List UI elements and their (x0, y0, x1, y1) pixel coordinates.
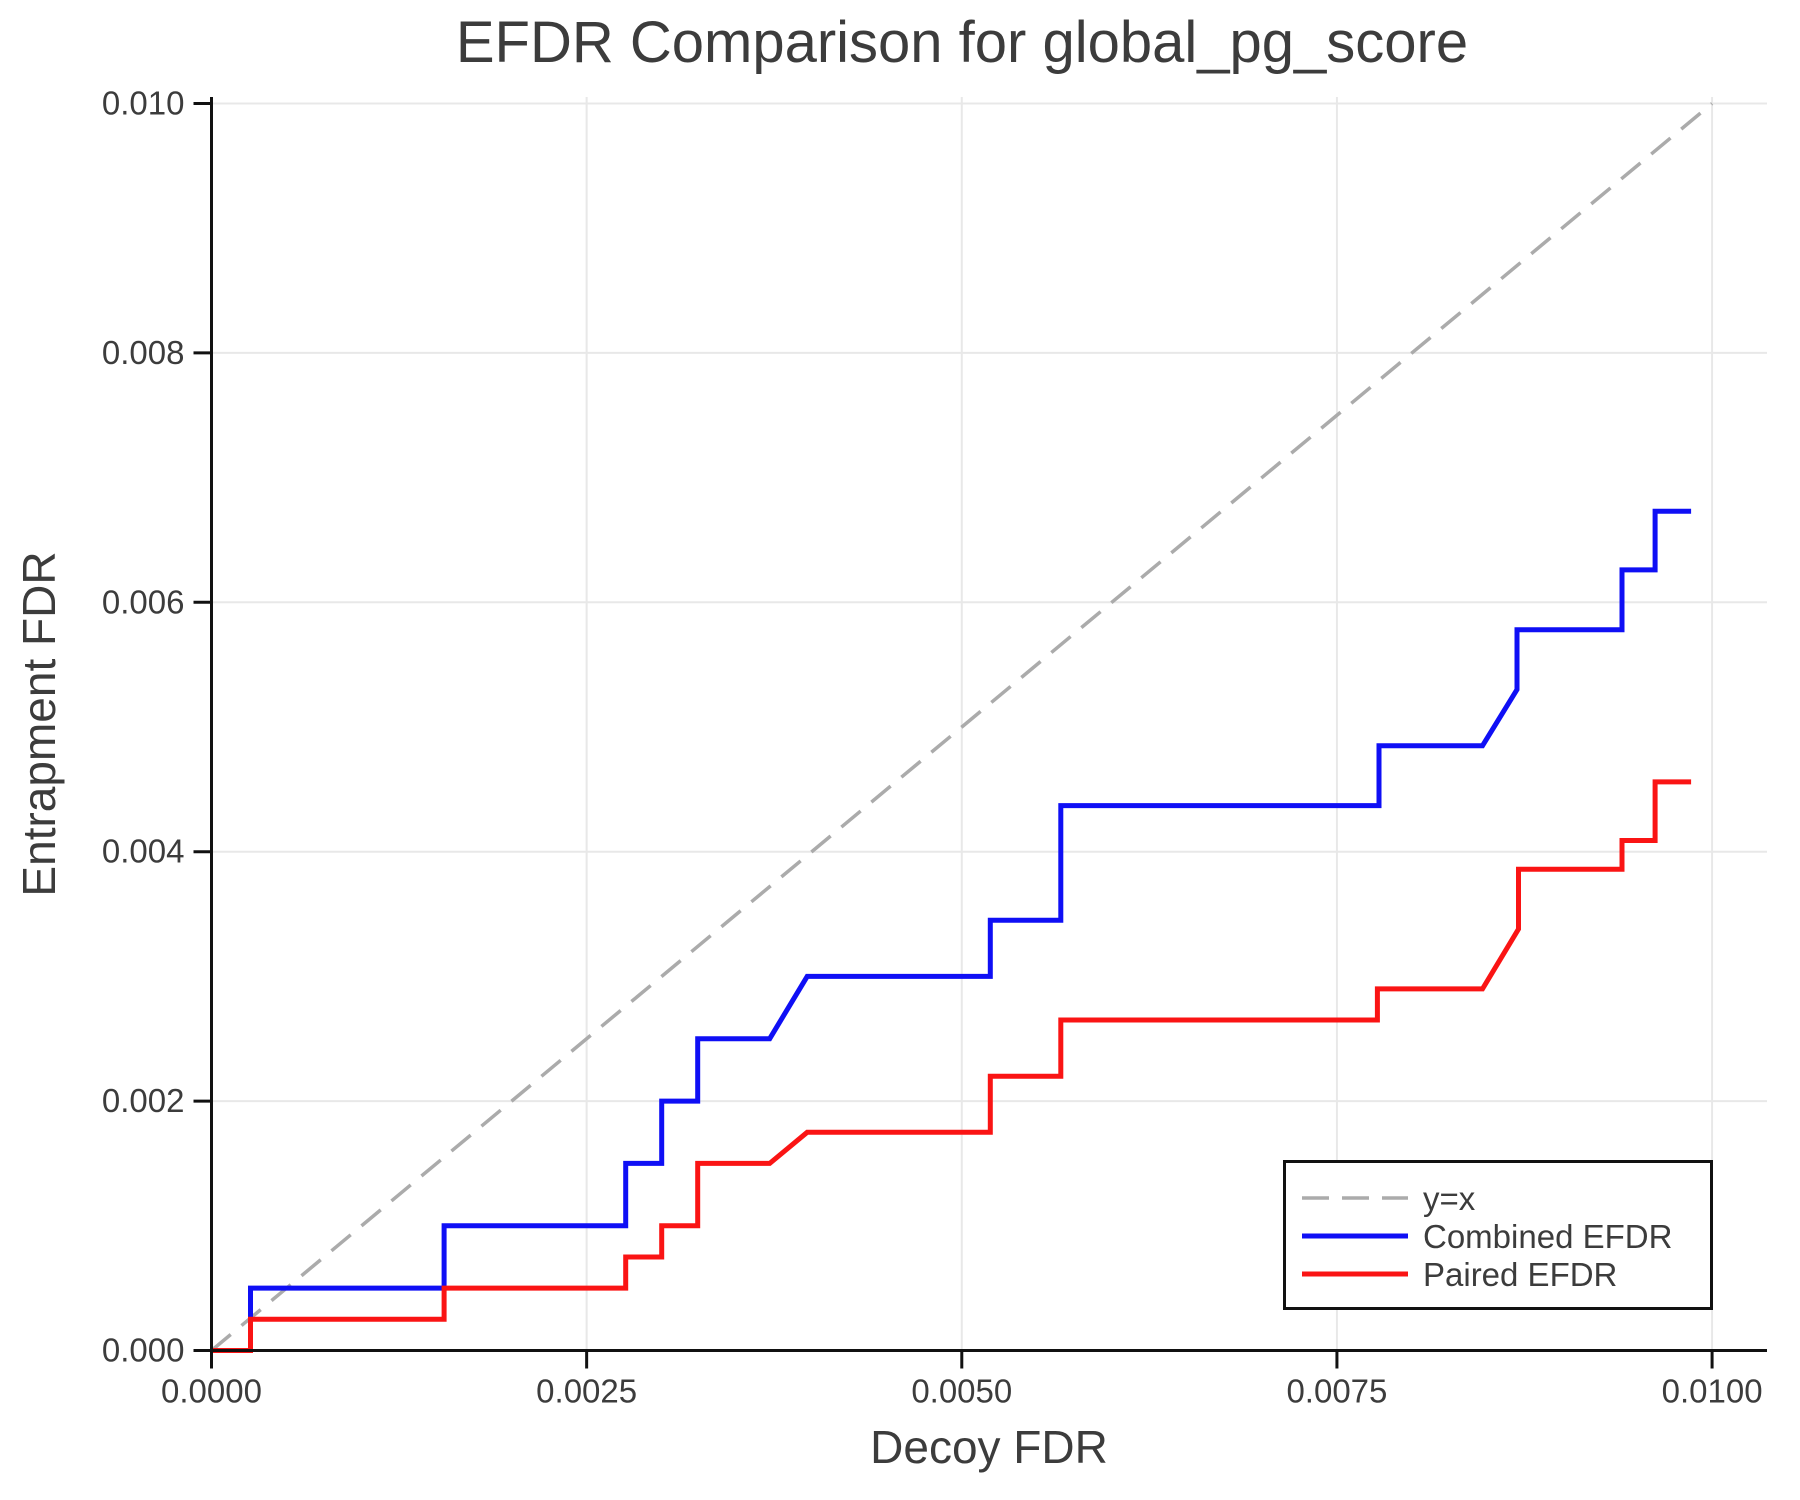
legend-line-sample-combined (1302, 1233, 1408, 1239)
y-tick-label: 0.010 (102, 84, 185, 121)
reference-line (210, 102, 1714, 1352)
tick-labels: 0.0000 0.0025 0.0050 0.0075 0.0100 0.000 0.002… (102, 84, 1763, 1409)
legend-entry-paired-efdr: Paired EFDR (1286, 1255, 1710, 1293)
x-tick-label: 0.0100 (1662, 1373, 1763, 1410)
data-series-lines (211, 508, 1692, 1353)
legend-label: y=x (1423, 1179, 1476, 1217)
x-tick-label: 0.0050 (911, 1373, 1012, 1410)
y-tick-label: 0.006 (102, 583, 185, 620)
series-line-paired-efdr (211, 779, 1692, 1353)
axes-spines (210, 97, 1767, 1352)
y-tick-label: 0.004 (102, 833, 185, 870)
legend-line-sample-paired (1302, 1271, 1408, 1277)
series-line-combined-efdr (211, 508, 1692, 1353)
axis-ticks (193, 101, 1714, 1369)
legend-label: Combined EFDR (1423, 1217, 1673, 1255)
reference-line-y-equals-x (210, 102, 1714, 1352)
legend-entry-combined-efdr: Combined EFDR (1286, 1217, 1710, 1255)
y-tick-label: 0.008 (102, 334, 185, 371)
x-tick-label: 0.0000 (161, 1373, 262, 1410)
legend-entry-y-equals-x: y=x (1286, 1179, 1710, 1217)
y-tick-label: 0.000 (102, 1332, 185, 1369)
legend-line-sample-dashed (1302, 1196, 1408, 1200)
legend-label: Paired EFDR (1423, 1255, 1618, 1293)
y-axis-label: Entrapment FDR (13, 551, 65, 896)
legend: y=x Combined EFDR Paired EFDR (1283, 1160, 1713, 1310)
x-tick-label: 0.0025 (536, 1373, 637, 1410)
x-tick-label: 0.0075 (1286, 1373, 1387, 1410)
x-axis-label: Decoy FDR (870, 1421, 1108, 1473)
y-tick-label: 0.002 (102, 1082, 185, 1119)
chart-title: EFDR Comparison for global_pg_score (456, 10, 1468, 75)
